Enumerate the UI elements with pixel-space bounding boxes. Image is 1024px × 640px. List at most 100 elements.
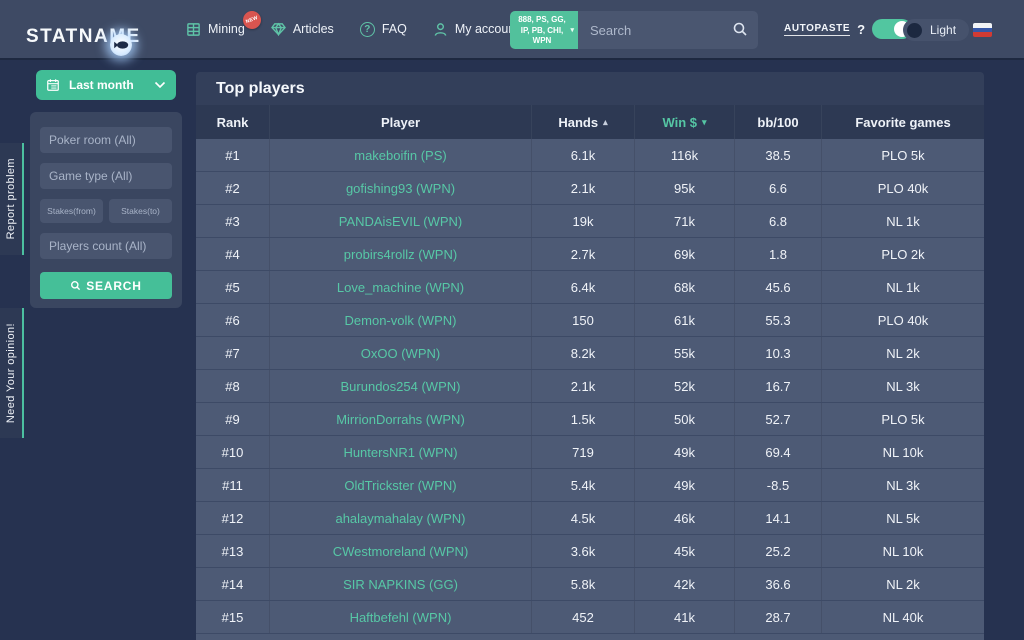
bb100-cell: 6.6 <box>735 172 822 204</box>
player-cell: HuntersNR1 (WPN) <box>270 436 532 468</box>
player-cell: Haftbefehl (WPN) <box>270 601 532 633</box>
player-link[interactable]: Haftbefehl (WPN) <box>349 609 452 625</box>
table-title: Top players <box>196 72 984 105</box>
rank-cell: #8 <box>196 370 270 402</box>
player-link[interactable]: CWestmoreland (WPN) <box>332 543 469 559</box>
player-link[interactable]: Burundos254 (WPN) <box>340 378 461 394</box>
column-header-bb100: bb/100 <box>735 105 822 139</box>
player-link[interactable]: HuntersNR1 (WPN) <box>343 444 458 460</box>
player-link[interactable]: probirs4rollz (WPN) <box>343 246 458 262</box>
player-cell: OxOO (WPN) <box>270 337 532 369</box>
win-cell: 55k <box>635 337 735 369</box>
favorite-games-cell: NL 3k <box>886 477 920 493</box>
report-problem-label: Report problem <box>5 158 17 240</box>
autopaste-label[interactable]: AUTOPASTE <box>784 22 851 36</box>
platform-select-dropdown[interactable]: 888, PS, GG, IP, PB, CHI, WPN ▾ <box>510 11 578 49</box>
favorite-games-cell: PLO 40k <box>877 312 929 328</box>
hands-cell: 6.1k <box>532 139 635 171</box>
win-cell: 49k <box>635 436 735 468</box>
favorite-games-cell: NL 2k <box>886 345 920 361</box>
fish-logo-icon <box>110 34 132 56</box>
player-link[interactable]: Demon-volk (WPN) <box>344 312 457 328</box>
rank-cell: #3 <box>196 205 270 237</box>
win-cell: 71k <box>635 205 735 237</box>
rank-cell: #12 <box>196 502 270 534</box>
nav-item-my-account[interactable]: My account <box>433 22 519 37</box>
player-link[interactable]: OldTrickster (WPN) <box>344 477 457 493</box>
win-cell: 46k <box>635 502 735 534</box>
player-cell: PANDAisEVIL (WPN) <box>270 205 532 237</box>
russian-flag-icon[interactable] <box>973 23 992 37</box>
top-players-panel: Top players Rank Player Hands ▴ Win $ ▾ … <box>196 72 984 640</box>
table-row: #2 gofishing93 (WPN) 2.1k 95k 6.6 PLO 40… <box>196 172 984 205</box>
player-link[interactable]: makeboifin (PS) <box>354 147 447 163</box>
autopaste-help-icon[interactable]: ? <box>857 21 866 37</box>
search-icon[interactable] <box>732 21 748 42</box>
stakes-to-filter[interactable] <box>109 199 172 223</box>
player-link[interactable]: MirrionDorrahs (WPN) <box>336 411 465 427</box>
player-link[interactable]: gofishing93 (WPN) <box>345 180 456 196</box>
favorite-games-cell: NL 10k <box>882 543 924 559</box>
need-your-opinion-tab[interactable]: Need Your opinion! <box>0 308 24 438</box>
player-cell: MirrionDorrahs (WPN) <box>270 403 532 435</box>
nav-item-articles[interactable]: Articles <box>270 22 334 36</box>
hands-cell: 5.4k <box>532 469 635 501</box>
rank-cell: #11 <box>196 469 270 501</box>
main-nav: Mining NEW Articles ? FAQ My account <box>186 0 519 58</box>
table-body: #1 makeboifin (PS) 6.1k 116k 38.5 PLO 5k… <box>196 139 984 634</box>
table-row: #7 OxOO (WPN) 8.2k 55k 10.3 NL 2k <box>196 337 984 370</box>
player-cell: probirs4rollz (WPN) <box>270 238 532 270</box>
search-box <box>578 11 758 49</box>
poker-room-filter[interactable] <box>40 127 172 153</box>
column-header-rank: Rank <box>196 105 270 139</box>
search-button[interactable]: SEARCH <box>40 272 172 299</box>
top-navbar: STATNAME Mining NEW Articles ? FAQ My ac… <box>0 0 1024 60</box>
mining-icon <box>187 22 200 36</box>
platform-select-value: 888, PS, GG, IP, PB, CHI, WPN <box>518 14 566 46</box>
player-link[interactable]: Love_machine (WPN) <box>336 279 465 295</box>
bb100-cell: 69.4 <box>735 436 822 468</box>
report-problem-tab[interactable]: Report problem <box>0 143 24 255</box>
search-button-label: SEARCH <box>86 278 142 293</box>
nav-item-mining[interactable]: Mining NEW <box>186 7 264 37</box>
table-row: #6 Demon-volk (WPN) 150 61k 55.3 PLO 40k <box>196 304 984 337</box>
column-header-player: Player <box>270 105 532 139</box>
table-row: #13 CWestmoreland (WPN) 3.6k 45k 25.2 NL… <box>196 535 984 568</box>
theme-label: Light <box>930 23 957 37</box>
player-link[interactable]: PANDAisEVIL (WPN) <box>338 213 463 229</box>
period-dropdown[interactable]: Last month <box>36 70 176 100</box>
rank-cell: #4 <box>196 238 270 270</box>
theme-switcher[interactable]: Light <box>903 19 969 41</box>
rank-cell: #14 <box>196 568 270 600</box>
table-row: #10 HuntersNR1 (WPN) 719 49k 69.4 NL 10k <box>196 436 984 469</box>
game-type-filter[interactable] <box>40 163 172 189</box>
bb100-cell: 28.7 <box>735 601 822 633</box>
player-link[interactable]: ahalaymahalay (WPN) <box>335 510 466 526</box>
bb100-cell: 38.5 <box>735 139 822 171</box>
favorite-games-cell: NL 10k <box>882 444 924 460</box>
win-cell: 49k <box>635 469 735 501</box>
rank-cell: #1 <box>196 139 270 171</box>
column-header-hands[interactable]: Hands ▴ <box>532 105 635 139</box>
rank-cell: #6 <box>196 304 270 336</box>
logo[interactable]: STATNAME <box>26 26 141 56</box>
nav-item-faq[interactable]: ? FAQ <box>359 21 407 37</box>
bb100-cell: 1.8 <box>735 238 822 270</box>
player-link[interactable]: SIR NAPKINS (GG) <box>343 576 458 592</box>
bb100-cell: -8.5 <box>735 469 822 501</box>
nav-label-articles: Articles <box>292 22 334 36</box>
bb100-cell: 25.2 <box>735 535 822 567</box>
column-header-win[interactable]: Win $ ▾ <box>635 105 735 139</box>
table-row: #3 PANDAisEVIL (WPN) 19k 71k 6.8 NL 1k <box>196 205 984 238</box>
table-row: #1 makeboifin (PS) 6.1k 116k 38.5 PLO 5k <box>196 139 984 172</box>
search-input[interactable] <box>578 11 758 49</box>
bb100-cell: 6.8 <box>735 205 822 237</box>
player-cell: Burundos254 (WPN) <box>270 370 532 402</box>
win-cell: 50k <box>635 403 735 435</box>
players-count-filter[interactable] <box>40 233 172 259</box>
stakes-from-filter[interactable] <box>40 199 103 223</box>
player-link[interactable]: OxOO (WPN) <box>360 345 441 361</box>
table-row: #9 MirrionDorrahs (WPN) 1.5k 50k 52.7 PL… <box>196 403 984 436</box>
bb100-cell: 16.7 <box>735 370 822 402</box>
table-row: #12 ahalaymahalay (WPN) 4.5k 46k 14.1 NL… <box>196 502 984 535</box>
